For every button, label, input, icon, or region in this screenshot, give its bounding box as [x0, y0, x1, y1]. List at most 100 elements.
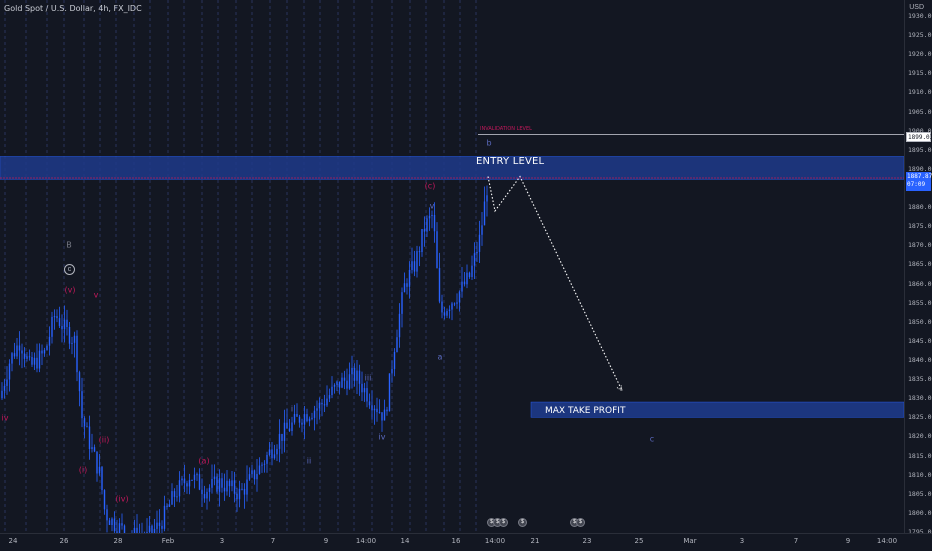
- time-tick: Mar: [683, 537, 697, 545]
- time-tick: 9: [323, 537, 329, 545]
- candle-body: [456, 302, 458, 304]
- price-tick: 1840.00: [908, 356, 932, 364]
- candle-body: [91, 447, 93, 450]
- candle-body: [448, 309, 451, 312]
- candle-body: [13, 353, 16, 357]
- price-tick: 1905.00: [908, 107, 932, 116]
- candle-body: [433, 215, 436, 232]
- candle-body: [318, 402, 321, 409]
- price-tick: 1875.00: [908, 222, 932, 231]
- candle-body: [163, 505, 166, 529]
- candle-body: [76, 335, 78, 373]
- wave-label-i-paren: (i): [78, 465, 88, 475]
- candle-body: [273, 454, 276, 459]
- candle-body: [313, 410, 316, 418]
- candle-body: [453, 303, 456, 305]
- price-tick: 1895.00: [908, 145, 932, 154]
- candle-body: [178, 480, 181, 497]
- wave-label-iv-paren: (iv): [115, 494, 129, 504]
- event-icon-3[interactable]: $: [499, 518, 508, 527]
- candle-body: [63, 319, 66, 330]
- invalidation-price-badge: 1899.03: [906, 132, 932, 142]
- wave-label-iv-mid: iv: [378, 432, 386, 442]
- candle-body: [106, 509, 108, 521]
- candle-body: [343, 377, 346, 381]
- candle-body: [168, 504, 171, 507]
- candle-body: [398, 313, 401, 338]
- time-tick: 14:00: [484, 537, 506, 545]
- wave-label-c-circled: c: [64, 264, 75, 275]
- candle-body: [118, 523, 121, 536]
- candle-body: [253, 470, 256, 480]
- price-tick: 1835.00: [908, 375, 932, 384]
- candle-body: [428, 215, 431, 219]
- price-tick: 1805.00: [908, 489, 932, 498]
- price-axis[interactable]: 1930.00 1925.00 1920.00 1915.00 1910.00 1905.…: [904, 0, 932, 536]
- candle-body: [443, 312, 446, 316]
- event-icon-6[interactable]: $: [576, 518, 585, 527]
- price-tick: 1880.00: [908, 203, 932, 212]
- wave-label-B: B: [66, 240, 72, 250]
- candle-body: [413, 261, 416, 272]
- candle-body: [93, 447, 96, 452]
- candle-body: [156, 522, 158, 529]
- time-tick: 23: [582, 537, 592, 545]
- time-tick: Feb: [161, 537, 175, 545]
- candle-body: [303, 414, 306, 425]
- candle-body: [41, 350, 43, 354]
- take-profit-label[interactable]: MAX TAKE PROFIT: [545, 406, 626, 416]
- candle-body: [358, 370, 361, 384]
- candle-body: [266, 454, 268, 464]
- candle-body: [458, 291, 461, 303]
- candle-body: [466, 272, 468, 285]
- candle-body: [108, 520, 111, 525]
- candle-body: [338, 381, 341, 388]
- time-tick: 14:00: [355, 537, 377, 545]
- wave-label-ii-paren: (ii): [98, 435, 110, 445]
- wave-label-c: c: [649, 434, 655, 444]
- candle-body: [321, 402, 323, 405]
- candle-body: [311, 417, 313, 419]
- candle-body: [328, 395, 331, 399]
- candle-body: [26, 356, 28, 359]
- wave-label-b: b: [486, 138, 492, 148]
- candle-body: [441, 301, 443, 313]
- price-tick: 1910.00: [908, 88, 932, 97]
- candle-body: [193, 474, 196, 480]
- wave-label-c-paren: (c): [424, 181, 436, 191]
- candle-body: [18, 345, 21, 351]
- wave-label-a: a: [437, 352, 443, 362]
- candle-body: [56, 316, 58, 319]
- candle-body: [61, 326, 63, 330]
- candle-body: [198, 474, 201, 490]
- candle-body: [186, 483, 188, 487]
- candle-body: [268, 449, 271, 455]
- time-axis[interactable]: 24 26 28 Feb 3 7 9 14:00 14 16 14:00 21 23 25 Mar 3 7 9 14…: [0, 533, 932, 551]
- candle-body: [66, 319, 68, 327]
- candle-body: [261, 464, 263, 466]
- candle-body: [28, 356, 31, 358]
- symbol-title[interactable]: Gold Spot / U.S. Dollar, 4h, FX_IDC: [4, 4, 142, 13]
- candle-body: [3, 385, 6, 391]
- candle-body: [353, 367, 356, 381]
- time-tick: 7: [793, 537, 799, 545]
- candle-body: [283, 422, 286, 441]
- entry-level-label[interactable]: ENTRY LEVEL: [476, 156, 545, 167]
- invalidation-label[interactable]: INVALIDATION LEVEL: [480, 126, 532, 132]
- event-icon-4[interactable]: $: [518, 518, 527, 527]
- wave-label-i: i: [290, 404, 294, 414]
- candle-body: [33, 357, 36, 365]
- projection-line: [487, 175, 623, 391]
- candle-body: [286, 422, 288, 429]
- candle-body: [481, 225, 483, 235]
- candle-body: [376, 408, 378, 413]
- candle-body: [406, 283, 408, 287]
- candle-body: [36, 357, 38, 369]
- candle-body: [388, 373, 391, 412]
- candle-body: [378, 412, 381, 414]
- candle-body: [71, 342, 73, 344]
- time-tick: 3: [739, 537, 745, 545]
- wave-label-iii: iii: [364, 373, 372, 383]
- candle-body: [258, 465, 261, 474]
